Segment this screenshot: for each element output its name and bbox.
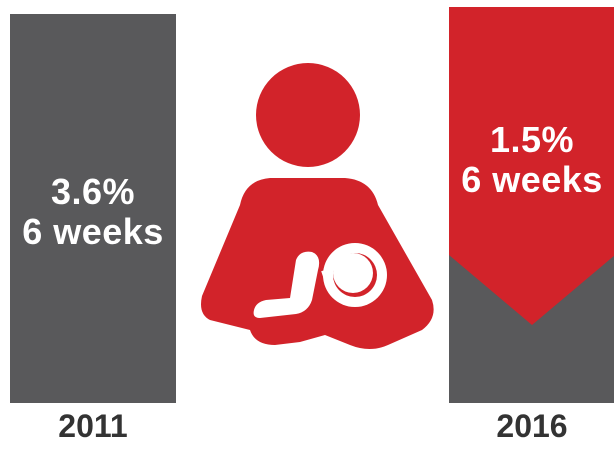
bar-label-2016: 1.5% 6 weeks [449, 120, 614, 200]
bar-label-2011-value: 3.6% [50, 171, 136, 212]
breastfeeding-mother-icon [201, 63, 434, 349]
bar-label-2011-duration: 6 weeks [22, 211, 164, 252]
bar-2011 [10, 14, 176, 403]
x-tick-label-2011: 2011 [58, 408, 128, 444]
bar-label-2016-duration: 6 weeks [461, 159, 603, 200]
bar-label-2016-value: 1.5% [489, 119, 575, 160]
bar-2016-red-arrow [449, 7, 614, 325]
bar-label-2011: 3.6% 6 weeks [10, 172, 176, 252]
x-tick-label-2016: 2016 [496, 408, 568, 444]
